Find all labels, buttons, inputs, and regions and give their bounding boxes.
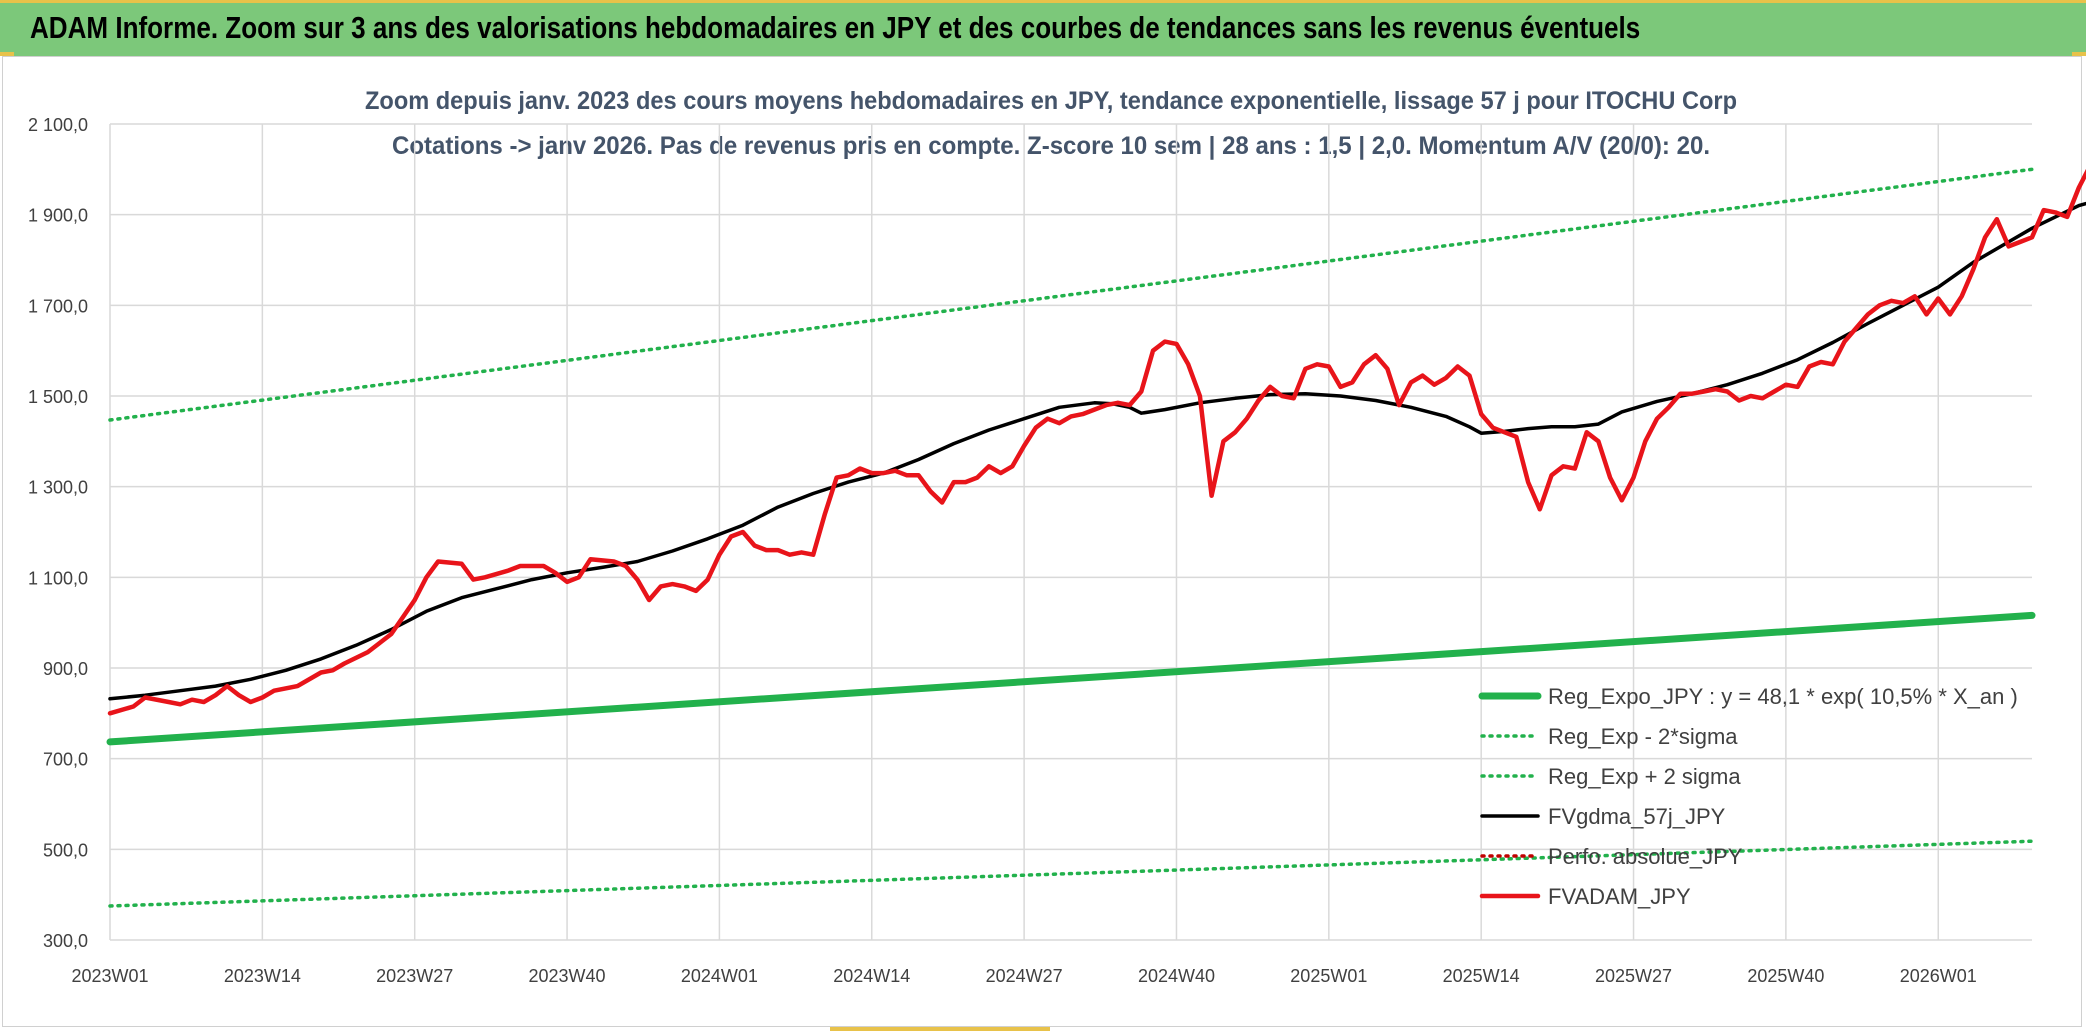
series-line-2 (108, 167, 2034, 422)
x-tick-label: 2024W01 (681, 966, 758, 986)
x-tick-label: 2024W14 (833, 966, 910, 986)
x-tick-label: 2024W40 (1138, 966, 1215, 986)
y-tick-label: 1 500,0 (28, 387, 88, 407)
legend-label: FVADAM_JPY (1548, 884, 1691, 909)
y-tick-label: 1 900,0 (28, 206, 88, 226)
series-lines (106, 167, 2086, 908)
series-line-1 (108, 839, 2034, 908)
legend-label: Reg_Expo_JPY : y = 48,1 * exp( 10,5% * X… (1548, 684, 2018, 709)
x-tick-label: 2023W27 (376, 966, 453, 986)
y-tick-label: 1 300,0 (28, 478, 88, 498)
gridlines (109, 123, 2032, 941)
y-tick-label: 1 100,0 (28, 568, 88, 588)
y-axis-tick-labels: 300,0 500,0 700,0 900,0 1 100,0 1 300,0 1 500,… (28, 115, 88, 951)
legend-label: Reg_Exp + 2 sigma (1548, 764, 1741, 789)
legend-label: Reg_Exp - 2*sigma (1548, 724, 1738, 749)
x-tick-label: 2024W27 (986, 966, 1063, 986)
y-tick-label: 1 700,0 (28, 296, 88, 316)
y-tick-label: 500,0 (43, 840, 88, 860)
x-tick-label: 2025W14 (1443, 966, 1520, 986)
x-tick-label: 2025W27 (1595, 966, 1672, 986)
series-line-0 (106, 611, 2036, 746)
x-axis-tick-labels: 2023W01 2023W14 2023W27 2023W40 2024W01 2024W… (71, 966, 1976, 986)
report-title: ADAM Informe. Zoom sur 3 ans des valoris… (30, 10, 1641, 45)
frame-corner-left (0, 52, 14, 56)
report-banner: ADAM Informe. Zoom sur 3 ans des valoris… (0, 0, 2086, 56)
x-tick-label: 2026W01 (1900, 966, 1977, 986)
y-tick-label: 2 100,0 (28, 115, 88, 135)
legend-label: FVgdma_57j_JPY (1548, 804, 1726, 829)
series-line-3 (108, 201, 2086, 701)
x-tick-label: 2023W40 (529, 966, 606, 986)
frame-corner-bottom (830, 1027, 1050, 1031)
chart-title-line2: Cotations -> janv 2026. Pas de revenus p… (392, 132, 1710, 160)
y-tick-label: 300,0 (43, 931, 88, 951)
series-line-5 (107, 168, 2086, 716)
y-tick-label: 900,0 (43, 659, 88, 679)
x-tick-label: 2023W01 (71, 966, 148, 986)
x-tick-label: 2025W01 (1290, 966, 1367, 986)
chart-title-line1: Zoom depuis janv. 2023 des cours moyens … (365, 87, 1737, 115)
y-tick-label: 700,0 (43, 750, 88, 770)
chart-frame (2, 56, 2082, 1027)
x-tick-label: 2023W14 (224, 966, 301, 986)
legend-label: Perfo. absolue_JPY (1548, 844, 1743, 869)
x-tick-label: 2025W40 (1747, 966, 1824, 986)
legend: Reg_Expo_JPY : y = 48,1 * exp( 10,5% * X… (1478, 684, 2018, 909)
frame-corner-right (2072, 52, 2086, 56)
